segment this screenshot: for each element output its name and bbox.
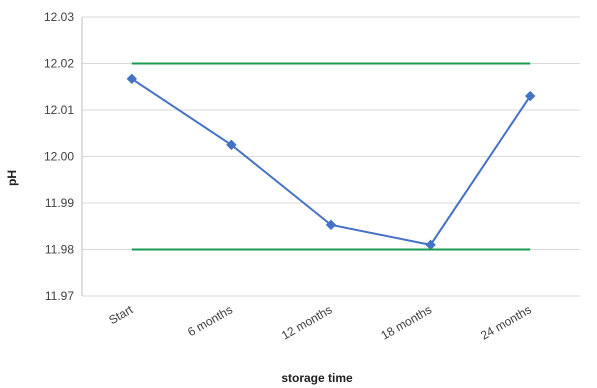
x-tick-label: 12 months [279, 302, 335, 342]
y-tick-labels: 11.97 11.98 11.99 12.00 12.01 12.02 12.03 [44, 10, 74, 303]
series-1-point [126, 73, 138, 85]
gridlines [82, 16, 580, 297]
x-tick-label: 6 months [185, 302, 235, 339]
x-tick-label: 24 months [478, 302, 534, 342]
series-1-point [325, 219, 337, 231]
x-tick-label: Start [106, 302, 136, 327]
x-axis-title: storage time [281, 371, 353, 385]
series-1-point [524, 90, 536, 102]
y-axis-title: pH [5, 170, 19, 186]
y-tick-label: 12.01 [44, 103, 74, 117]
y-tick-label: 12.00 [44, 150, 74, 164]
x-tick-label: 18 months [379, 302, 435, 342]
x-tick-labels: Start 6 months 12 months 18 months 24 months [106, 302, 533, 342]
y-tick-label: 12.02 [44, 57, 74, 71]
y-tick-label: 11.99 [45, 196, 74, 210]
y-tick-label: 11.97 [45, 289, 74, 303]
y-tick-label: 11.98 [45, 243, 74, 257]
series [126, 62, 536, 251]
series-1-point [226, 139, 237, 151]
y-tick-label: 12.03 [44, 10, 74, 24]
